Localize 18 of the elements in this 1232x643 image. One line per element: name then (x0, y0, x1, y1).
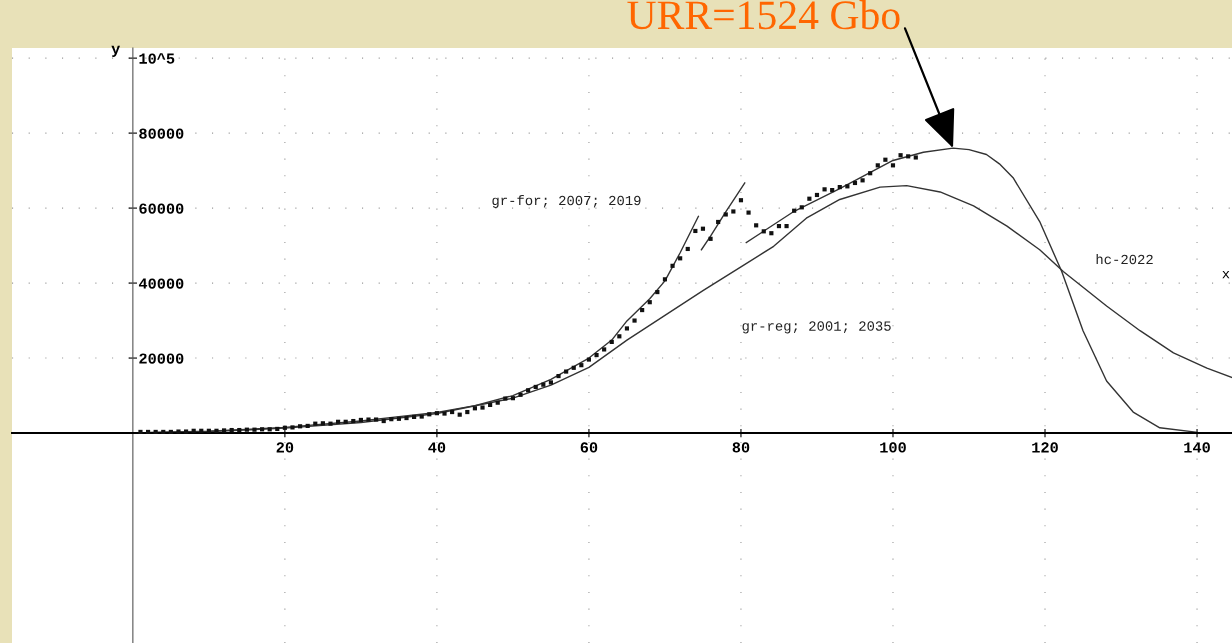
x-tick-label: 120 (1032, 442, 1058, 453)
annotation: gr-reg; 2001; 2035 (742, 321, 891, 334)
x-tick-label: 20 (276, 442, 294, 453)
annotation: gr-for; 2007; 2019 (492, 195, 641, 208)
x-tick-label: 140 (1184, 442, 1210, 453)
x-tick-label: 80 (732, 442, 750, 453)
x-axis-title: x (1222, 270, 1230, 279)
x-tick-label: 40 (428, 442, 446, 453)
y-axis-title: y (111, 45, 120, 57)
y-tick-label: 10^5 (139, 53, 175, 64)
y-tick-label: 60000 (139, 203, 184, 214)
y-tick-label: 20000 (139, 353, 184, 364)
y-tick-label: 80000 (139, 128, 184, 139)
chart-title: URR=1524 Gbo (627, 0, 900, 30)
y-tick-label: 40000 (138, 278, 184, 289)
annotation: hc-2022 (1096, 253, 1153, 265)
x-tick-label: 60 (580, 442, 598, 453)
x-tick-label: 100 (880, 442, 906, 453)
